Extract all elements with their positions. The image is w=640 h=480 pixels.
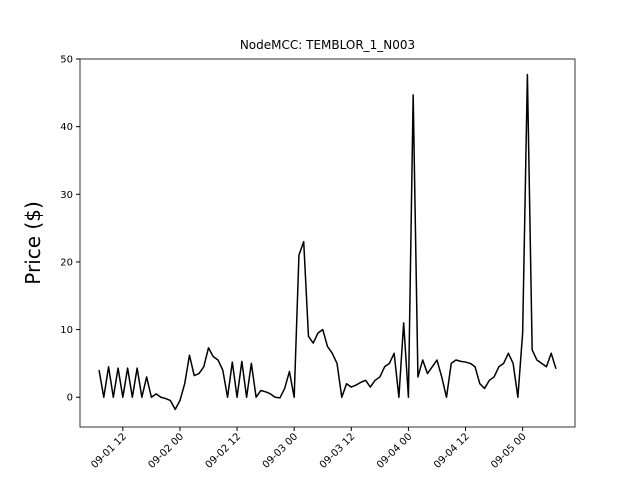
y-axis-label: Price ($) — [21, 201, 45, 284]
y-tick-label: 0 — [67, 393, 73, 404]
y-tick-label: 10 — [60, 325, 73, 336]
chart-title: NodeMCC: TEMBLOR_1_N003 — [240, 38, 415, 52]
axes-frame — [79, 58, 576, 428]
y-tick-label: 40 — [60, 122, 73, 133]
price-line — [98, 73, 557, 411]
y-tick-label: 30 — [60, 190, 73, 201]
y-tick-label: 50 — [60, 55, 73, 66]
y-tick-label: 20 — [60, 257, 73, 268]
